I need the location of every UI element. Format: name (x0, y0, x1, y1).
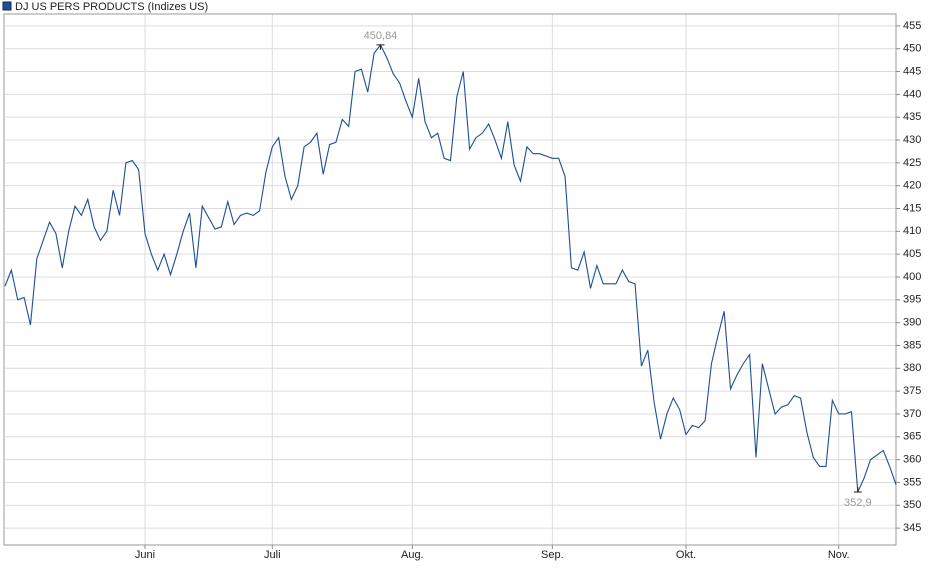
x-tick-label: Juli (264, 549, 281, 561)
y-tick-label: 380 (903, 362, 921, 374)
y-tick-label: 420 (903, 180, 921, 192)
y-tick-label: 445 (903, 65, 921, 77)
y-tick-label: 370 (903, 408, 921, 420)
y-tick-label: 345 (903, 522, 921, 534)
x-tick-label: Okt. (676, 549, 696, 561)
x-tick-label: Aug. (401, 549, 424, 561)
y-tick-label: 450 (903, 43, 921, 55)
y-tick-label: 355 (903, 476, 921, 488)
extreme-marker (376, 44, 385, 50)
y-tick-label: 410 (903, 225, 921, 237)
y-tick-label: 415 (903, 202, 921, 214)
y-tick-label: 365 (903, 431, 921, 443)
plot-frame (3, 13, 897, 546)
legend-label: DJ US PERS PRODUCTS (Indizes US) (15, 1, 208, 13)
y-tick-label: 455 (903, 20, 921, 32)
y-tick-label: 395 (903, 294, 921, 306)
value-label: 450,84 (364, 30, 398, 42)
y-tick-label: 440 (903, 88, 921, 100)
y-tick-label: 430 (903, 134, 921, 146)
x-tick-label: Nov. (828, 549, 850, 561)
y-tick-label: 425 (903, 157, 921, 169)
legend-swatch (2, 1, 12, 11)
y-tick-label: 360 (903, 454, 921, 466)
y-tick-label: 390 (903, 317, 921, 329)
extreme-marker (853, 487, 862, 493)
y-tick-label: 400 (903, 271, 921, 283)
price-line (4, 43, 897, 493)
y-tick-label: 350 (903, 499, 921, 511)
y-tick-label: 375 (903, 385, 921, 397)
value-label: 352,9 (844, 497, 872, 509)
y-tick-label: 435 (903, 111, 921, 123)
y-tick-label: 405 (903, 248, 921, 260)
y-tick-label: 385 (903, 339, 921, 351)
x-tick-label: Sep. (541, 549, 564, 561)
x-tick-label: Juni (135, 549, 155, 561)
